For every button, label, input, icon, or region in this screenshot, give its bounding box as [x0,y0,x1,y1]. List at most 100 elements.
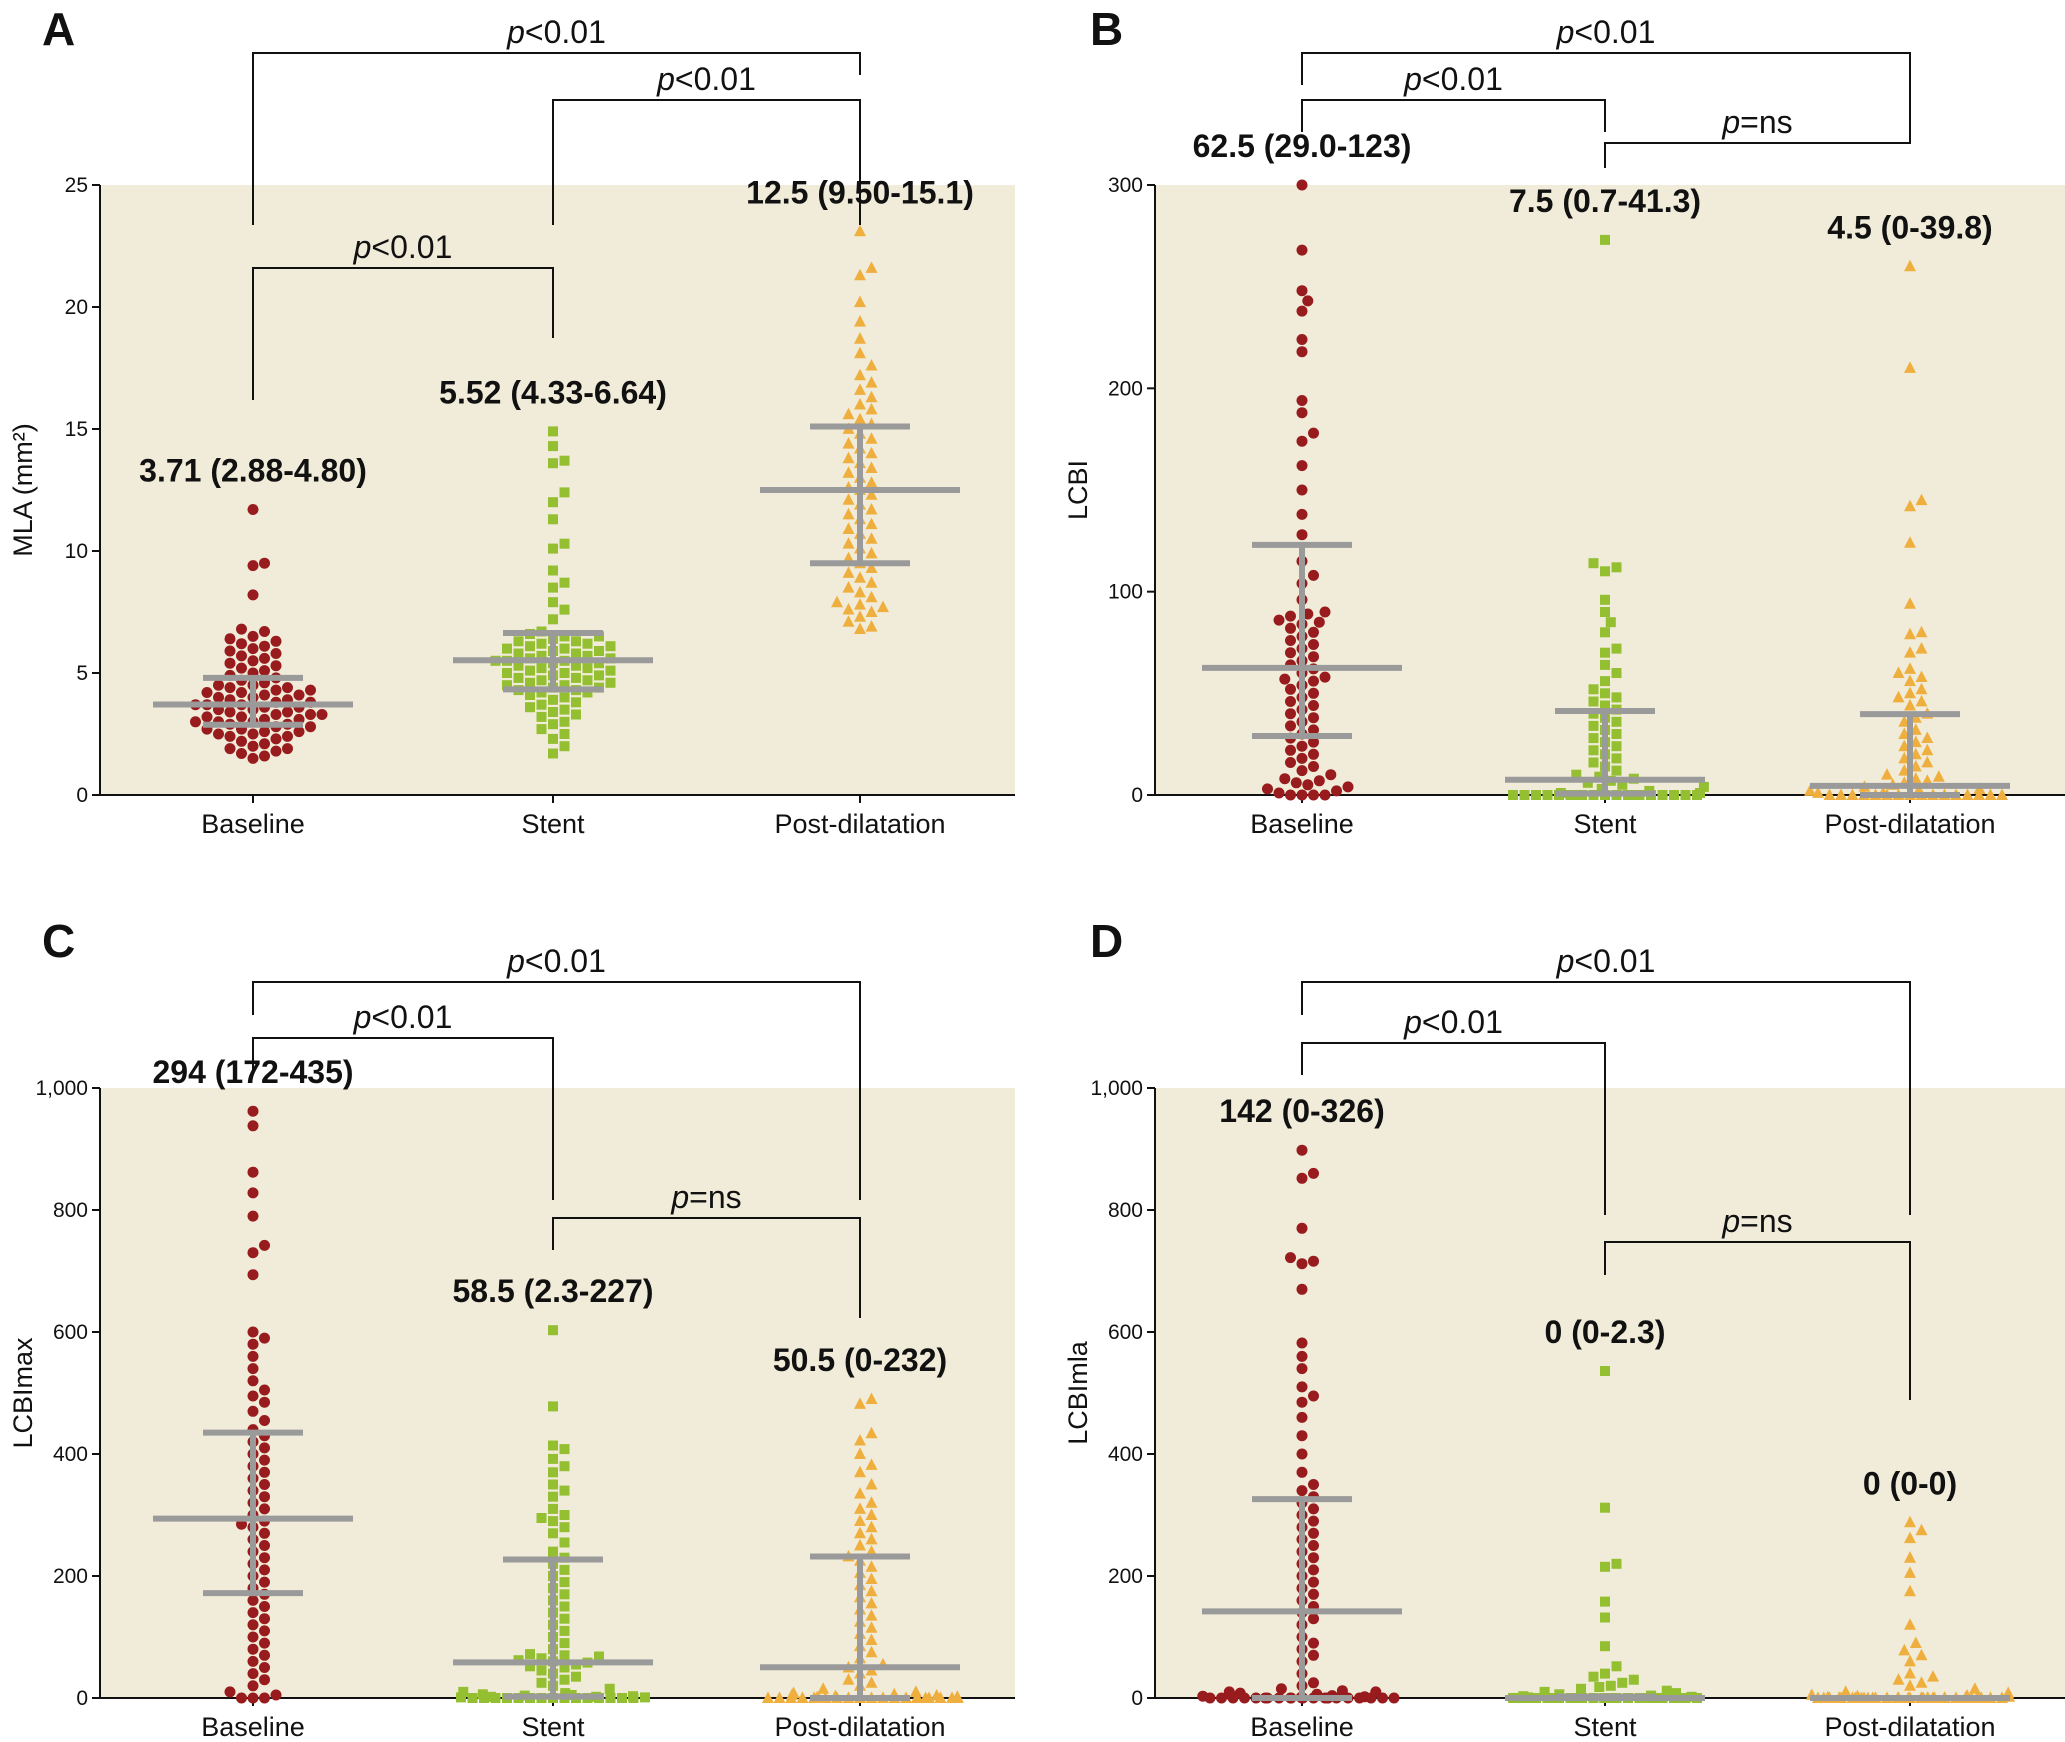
data-point [1308,1503,1319,1514]
data-point [502,644,512,654]
data-point [248,504,259,515]
data-point [1320,607,1331,618]
data-point [1302,779,1313,790]
data-point [259,626,270,637]
p-value-text: <0.01 [1422,1004,1503,1040]
data-point [1314,775,1325,786]
data-point [248,1693,259,1704]
data-point [548,695,558,705]
y-tick-label: 20 [65,296,88,319]
data-point [1325,769,1336,780]
data-point [1297,529,1308,540]
data-point [548,1467,558,1477]
panel-letter: D [1090,915,1123,967]
data-point [259,1540,270,1551]
data-point [1297,1412,1308,1423]
p-value-label: p<0.01 [506,14,606,50]
data-point [1297,460,1308,471]
data-point [259,690,270,701]
data-point [1612,741,1622,751]
data-point [259,1385,270,1396]
data-point [1239,1693,1250,1704]
data-point [1366,1693,1377,1704]
data-point [525,702,535,712]
data-point [1274,615,1285,626]
data-point [294,690,305,701]
data-point [1308,1564,1319,1575]
x-category-label: Post-dilatation [774,809,945,839]
data-point [548,441,558,451]
data-point [1297,790,1308,801]
data-point [548,719,558,729]
data-point [1297,1485,1308,1496]
data-point [1629,1675,1639,1685]
data-point [583,639,593,649]
data-point [1285,684,1296,695]
data-point [248,1375,259,1386]
data-point [1285,790,1296,801]
p-value-text: =ns [1740,104,1792,140]
data-point [537,663,547,673]
data-point [236,1693,247,1704]
data-point [1606,1681,1616,1691]
data-point [236,711,247,722]
data-point [259,1693,270,1704]
data-point [548,1325,558,1335]
y-tick-label: 800 [1108,1199,1143,1222]
p-value-label: p=ns [1721,1203,1792,1239]
data-point [1612,729,1622,739]
data-point [571,649,581,659]
x-category-label: Stent [1573,809,1637,839]
p-value-text: <0.01 [371,999,452,1035]
data-point [259,1601,270,1612]
data-point [259,1625,270,1636]
data-point [537,700,547,710]
data-point [1308,790,1319,801]
data-point [248,1269,259,1280]
data-point [225,682,236,693]
data-point [1285,623,1296,634]
median-iqr-label: 62.5 (29.0-123) [1193,128,1412,164]
p-symbol: p [1403,61,1422,97]
data-point [1600,595,1610,605]
median-iqr-label: 7.5 (0.7-41.3) [1509,183,1701,219]
data-point [525,641,535,651]
x-category-label: Post-dilatation [774,1712,945,1742]
data-point [1274,788,1285,799]
data-point [606,678,616,688]
data-point [1600,648,1610,658]
data-point [1612,562,1622,572]
x-category-label: Baseline [1250,809,1354,839]
p-symbol: p [506,943,525,979]
data-point [236,650,247,661]
data-point [525,678,535,688]
data-point [1297,1449,1308,1460]
data-point [548,614,558,624]
data-point [248,1619,259,1630]
data-point [1617,1678,1627,1688]
data-point [1308,1479,1319,1490]
panel-D: D02004006008001,000LCBImlaBaseline Stent P… [1063,915,2065,1742]
p-value-text: <0.01 [1574,943,1655,979]
data-point [548,1516,558,1526]
data-point [1600,676,1610,686]
data-point [1308,688,1319,699]
data-point [1600,235,1610,245]
x-category-label: Baseline [201,1712,305,1742]
data-point [1297,245,1308,256]
y-tick-label: 25 [65,174,88,197]
data-point [1308,749,1319,760]
data-point [525,666,535,676]
data-point [259,1397,270,1408]
data-point [1589,733,1599,743]
data-point [571,636,581,646]
data-point [1285,635,1296,646]
data-point [1612,1559,1622,1569]
data-point [1308,761,1319,772]
data-point [1297,741,1308,752]
data-point [259,1240,270,1251]
data-point [1297,753,1308,764]
data-point [1692,790,1702,800]
data-point [1262,783,1273,794]
data-point [1285,745,1296,756]
